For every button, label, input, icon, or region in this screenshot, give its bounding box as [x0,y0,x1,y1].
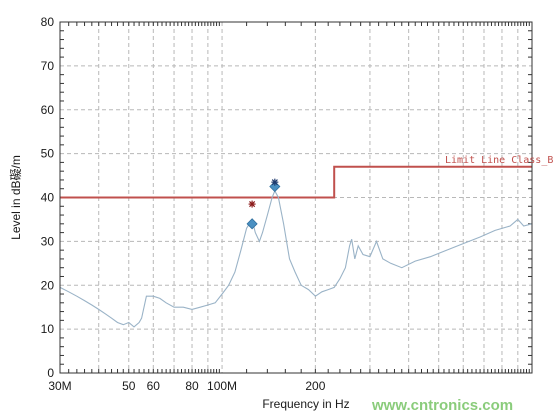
x-tick-label: 60 [147,379,161,393]
x-tick-label: 100M [207,379,237,393]
limit-line-path [60,165,532,199]
y-tick-label: 80 [41,15,55,29]
x-tick-label: 50 [122,379,136,393]
y-tick-label: 50 [41,147,55,161]
marker-layer [246,178,281,230]
x-axis-title: Frequency in Hz [262,397,349,411]
qp-marker-stroke [249,201,256,208]
y-tick-label: 60 [41,103,55,117]
x-tick-label: 30M [48,379,71,393]
qp-marker [271,178,279,186]
y-tick-label: 10 [41,322,55,336]
x-tick-label: 200 [305,379,325,393]
y-tick-label: 40 [41,191,55,205]
limit-line [60,165,532,199]
measured-series-line [59,189,533,328]
y-tick-label: 70 [41,59,55,73]
qp-marker [248,200,256,208]
y-tick-label: 30 [41,234,55,248]
limit-line-label: Limit Line Class_B [445,155,553,166]
tick-labels: 0 10 20 30 40 50 60 70 80 30M 50 60 80 100M 200 [41,15,326,393]
qp-marker-stroke [271,179,278,186]
y-axis-title: Level in dB礙/m [9,155,23,240]
series-layer [59,189,533,328]
x-tick-label: 80 [185,379,199,393]
plot-frame [59,21,533,374]
peak-marker [246,218,258,230]
y-tick-label: 0 [47,366,54,380]
y-tick-label: 20 [41,278,55,292]
watermark-text: www.cntronics.com [371,397,513,414]
